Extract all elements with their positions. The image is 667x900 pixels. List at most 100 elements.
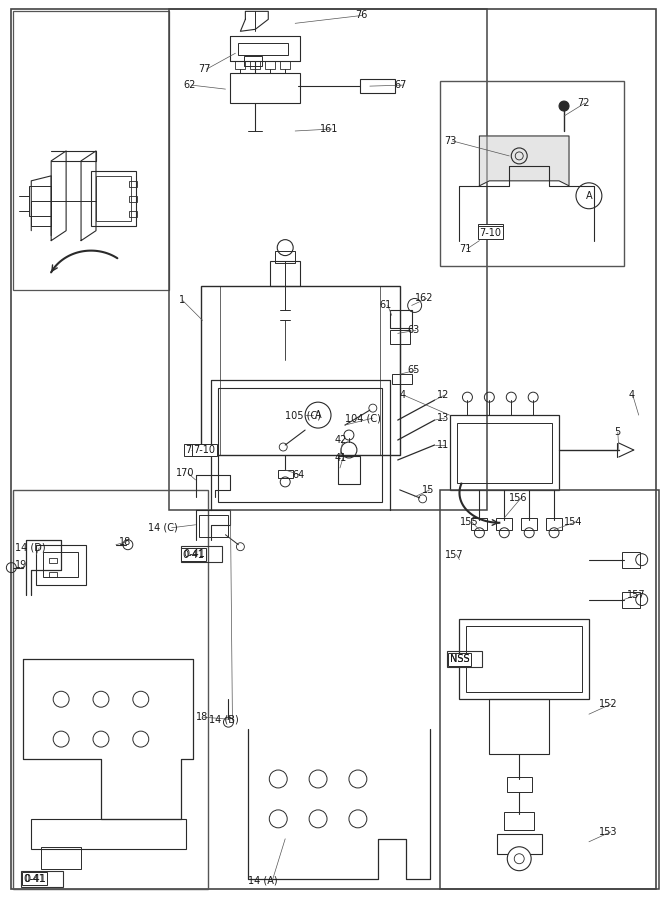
Bar [43, 552, 78, 577]
Text: 12: 12 [437, 391, 449, 401]
Text: 153: 153 [599, 827, 618, 837]
Text: 41: 41 [335, 453, 348, 463]
Text: 67: 67 [395, 80, 407, 90]
Text: 4: 4 [629, 391, 635, 401]
Text: 5: 5 [614, 428, 620, 437]
Text: 105 (C): 105 (C) [285, 410, 321, 420]
Text: 0-41: 0-41 [183, 549, 205, 559]
Text: 61: 61 [380, 301, 392, 310]
Bar [31, 201, 51, 226]
Text: 77: 77 [199, 64, 211, 74]
Text: 18: 18 [119, 536, 131, 546]
Bar [49, 572, 57, 577]
Bar [390, 330, 410, 345]
Text: 15: 15 [422, 485, 434, 495]
Text: 1: 1 [179, 295, 185, 305]
Bar [338, 456, 360, 484]
Bar [238, 43, 288, 55]
Circle shape [305, 402, 331, 428]
Bar [96, 176, 131, 220]
Bar [235, 61, 245, 69]
Text: 18: 18 [195, 712, 208, 722]
Circle shape [559, 101, 569, 111]
Bar [504, 812, 534, 830]
Bar [36, 544, 86, 585]
Text: 0-41: 0-41 [23, 874, 45, 884]
Bar [21, 870, 63, 886]
Text: 19: 19 [15, 560, 27, 570]
Bar [270, 261, 300, 285]
Text: 73: 73 [444, 136, 457, 146]
Text: 154: 154 [564, 517, 582, 526]
Text: 7-10: 7-10 [193, 445, 215, 455]
Bar [622, 552, 640, 568]
Bar [199, 515, 228, 536]
Bar [13, 12, 169, 291]
Bar [446, 652, 482, 667]
Text: 14 (A): 14 (A) [248, 876, 278, 886]
Text: A: A [315, 410, 321, 420]
Bar [201, 285, 400, 455]
Bar [230, 73, 300, 104]
Bar [41, 847, 81, 868]
Text: 7-10: 7-10 [185, 445, 207, 455]
Text: A: A [586, 191, 592, 201]
Text: 157: 157 [444, 550, 463, 560]
Bar [458, 423, 552, 483]
Bar [129, 196, 137, 202]
Circle shape [508, 847, 531, 870]
Bar [29, 185, 51, 216]
Text: 162: 162 [415, 293, 433, 303]
Text: 63: 63 [408, 326, 420, 336]
Bar [496, 518, 512, 530]
Bar [508, 777, 532, 792]
Bar [244, 56, 262, 67]
Bar [31, 819, 185, 849]
Bar [450, 415, 559, 490]
Bar [472, 518, 488, 530]
Bar [219, 388, 382, 502]
Text: 156: 156 [510, 493, 528, 503]
Bar [129, 181, 137, 187]
Text: 7-10: 7-10 [480, 226, 502, 236]
Bar [280, 61, 290, 69]
Bar [490, 699, 549, 754]
Text: 155: 155 [460, 517, 478, 526]
Bar [275, 250, 295, 263]
Text: 157: 157 [627, 590, 646, 599]
Bar [622, 591, 640, 608]
Text: NSS: NSS [450, 654, 469, 664]
Text: 65: 65 [408, 365, 420, 375]
Text: 104 (C): 104 (C) [345, 413, 381, 423]
Bar [169, 9, 488, 509]
Bar [521, 518, 537, 530]
Bar [265, 61, 275, 69]
Circle shape [576, 183, 602, 209]
Polygon shape [480, 136, 569, 185]
Text: 4: 4 [400, 391, 406, 401]
Text: 152: 152 [599, 699, 618, 709]
Bar [390, 310, 412, 328]
Text: 72: 72 [577, 98, 590, 108]
Bar [278, 470, 293, 478]
Bar [49, 558, 57, 562]
Text: 0-41: 0-41 [24, 874, 46, 884]
Bar [440, 81, 624, 266]
Text: 64: 64 [292, 470, 304, 480]
Text: 76: 76 [355, 10, 368, 21]
Bar [360, 79, 395, 93]
Bar [460, 619, 589, 699]
Text: 7-10: 7-10 [480, 228, 502, 238]
Text: 14 (C): 14 (C) [148, 523, 177, 533]
Bar [546, 518, 562, 530]
Text: NSS: NSS [450, 654, 469, 664]
Text: 14 (D): 14 (D) [15, 543, 46, 553]
Text: 42: 42 [335, 435, 348, 445]
Bar [392, 374, 412, 384]
Bar [250, 61, 260, 69]
Text: 71: 71 [460, 244, 472, 254]
Bar [498, 833, 542, 854]
Text: 0-41: 0-41 [183, 550, 205, 560]
Bar [13, 490, 207, 888]
Text: 161: 161 [320, 124, 338, 134]
